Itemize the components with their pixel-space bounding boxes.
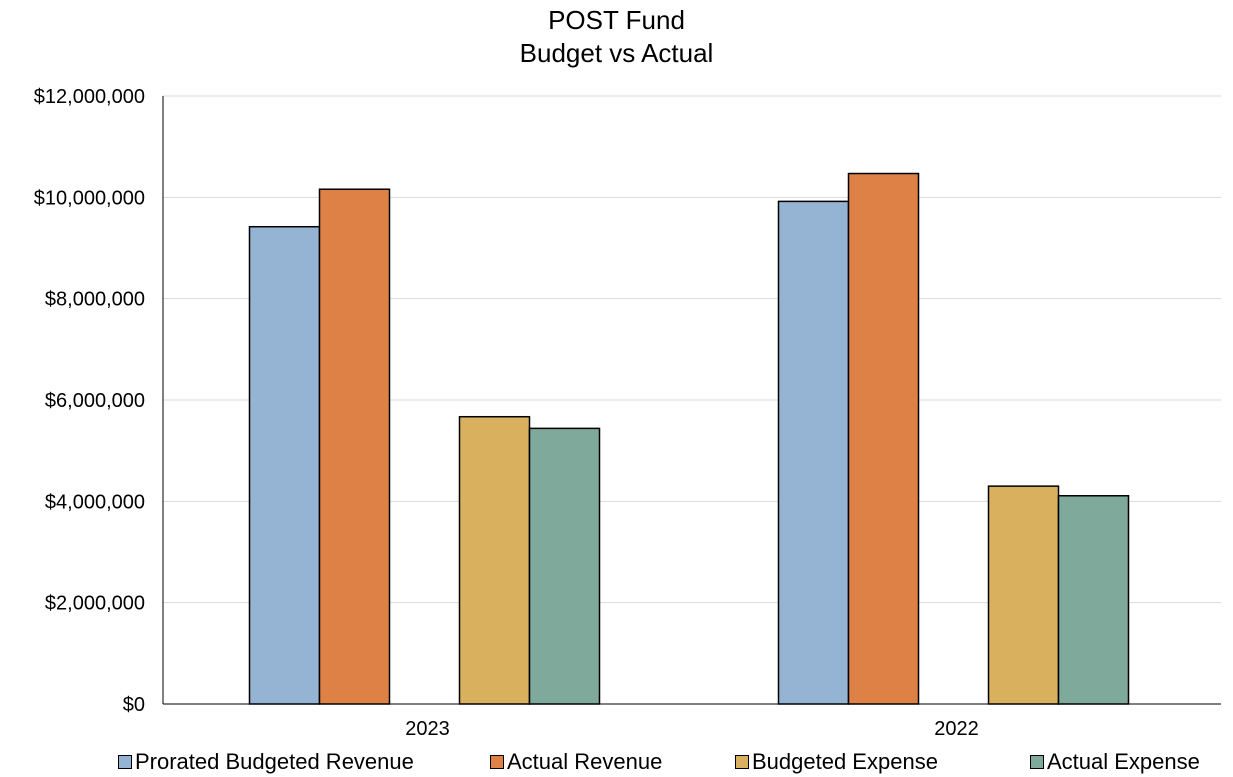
bar-actual-revenue-2023 (318, 188, 391, 705)
chart-title-line-1: POST Fund (548, 5, 685, 35)
legend-swatch (118, 755, 132, 769)
bar-prorated-budgeted-revenue-2022 (777, 200, 850, 705)
chart-title: POST Fund Budget vs Actual (0, 4, 1233, 70)
legend-swatch (490, 755, 504, 769)
legend-item: Actual Revenue (490, 749, 662, 775)
legend-item: Budgeted Expense (735, 749, 938, 775)
bar-actual-expense-2023 (528, 427, 601, 705)
y-tick-label: $10,000,000 (34, 187, 145, 209)
bar-budgeted-expense-2022 (987, 485, 1060, 705)
y-tick-label: $4,000,000 (45, 491, 145, 513)
y-tick-label: $8,000,000 (45, 289, 145, 311)
legend: Prorated Budgeted Revenue Actual Revenue B… (0, 749, 1233, 777)
legend-label: Budgeted Expense (752, 749, 938, 774)
legend-item: Prorated Budgeted Revenue (118, 749, 414, 775)
x-tick-label: 2023 (405, 718, 450, 740)
x-tick-label: 2022 (934, 718, 979, 740)
legend-item: Actual Expense (1030, 749, 1200, 775)
tick-labels: $0 $2,000,000 $4,000,000 $6,000,000 $8,000,0… (34, 86, 979, 740)
legend-label: Prorated Budgeted Revenue (135, 749, 414, 774)
bar-prorated-budgeted-revenue-2023 (248, 225, 321, 705)
y-tick-label: $6,000,000 (45, 390, 145, 412)
legend-label: Actual Expense (1047, 749, 1200, 774)
y-tick-label: $2,000,000 (45, 593, 145, 615)
bar-actual-revenue-2022 (847, 172, 920, 705)
legend-swatch (1030, 755, 1044, 769)
bar-budgeted-expense-2023 (458, 415, 531, 705)
bar-actual-expense-2022 (1057, 495, 1130, 705)
chart-title-line-2: Budget vs Actual (519, 38, 714, 68)
legend-swatch (735, 755, 749, 769)
y-tick-label: $12,000,000 (34, 86, 145, 108)
axes (162, 96, 1221, 705)
legend-label: Actual Revenue (507, 749, 663, 774)
bars (248, 172, 1130, 705)
y-tick-label: $0 (123, 694, 145, 716)
